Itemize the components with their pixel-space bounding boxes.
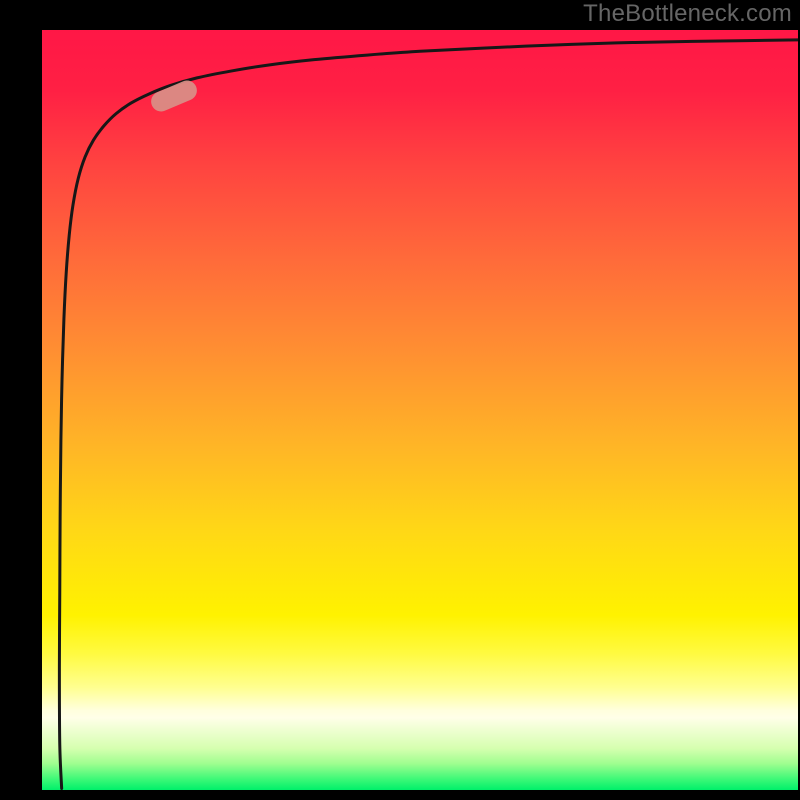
- attribution-text: TheBottleneck.com: [583, 0, 792, 28]
- bottleneck-curve: [42, 30, 798, 790]
- chart-plot-area: [42, 30, 798, 790]
